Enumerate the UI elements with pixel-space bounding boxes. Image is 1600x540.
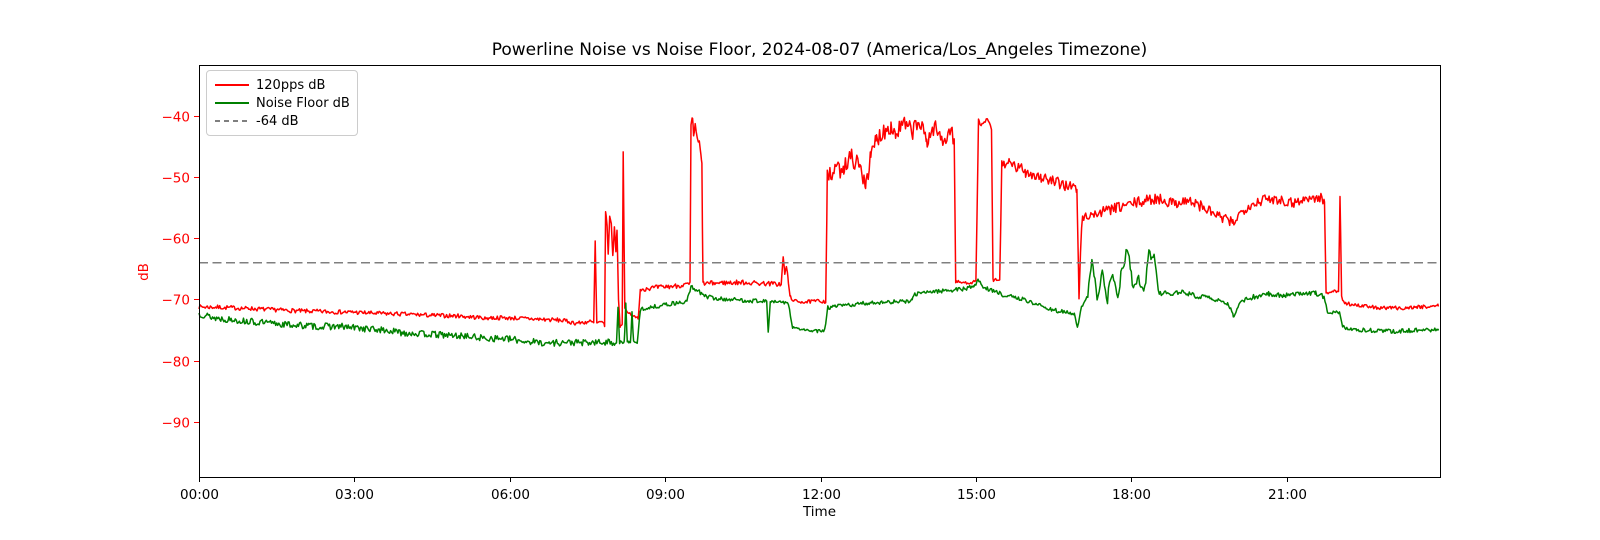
legend: 120pps dB Noise Floor dB -64 dB — [206, 70, 358, 136]
y-tick-label: −60 — [162, 231, 191, 247]
legend-line-sample-green — [215, 102, 249, 104]
legend-entry-120pps: 120pps dB — [215, 76, 349, 94]
x-tick-label: 18:00 — [1112, 487, 1151, 503]
y-tick-label: −90 — [162, 415, 191, 431]
legend-label: -64 dB — [256, 113, 299, 129]
y-tick-label: −80 — [162, 354, 191, 370]
x-tick-label: 15:00 — [957, 487, 996, 503]
x-tick-label: 06:00 — [491, 487, 530, 503]
legend-label: Noise Floor dB — [256, 95, 350, 111]
legend-line-sample-dashed-gray — [215, 120, 249, 122]
axes-spines — [199, 65, 1441, 478]
x-tick-label: 12:00 — [802, 487, 841, 503]
x-tick-label: 03:00 — [335, 487, 374, 503]
x-tick-label: 00:00 — [180, 487, 219, 503]
chart-title: Powerline Noise vs Noise Floor, 2024-08-… — [491, 40, 1148, 60]
legend-entry-noise-floor: Noise Floor dB — [215, 94, 350, 112]
legend-entry-threshold: -64 dB — [215, 112, 349, 130]
x-axis-label: Time — [802, 504, 837, 520]
series-line-noise-floor — [198, 248, 1440, 347]
series-line-120pps — [198, 116, 1440, 329]
y-axis-label: dB — [136, 263, 152, 281]
x-tick-label: 21:00 — [1268, 487, 1307, 503]
y-tick-label: −70 — [162, 292, 191, 308]
legend-line-sample-red — [215, 84, 249, 86]
x-tick-label: 09:00 — [646, 487, 685, 503]
y-tick-label: −50 — [162, 170, 191, 186]
legend-label: 120pps dB — [256, 77, 326, 93]
y-tick-label: −40 — [162, 109, 191, 125]
